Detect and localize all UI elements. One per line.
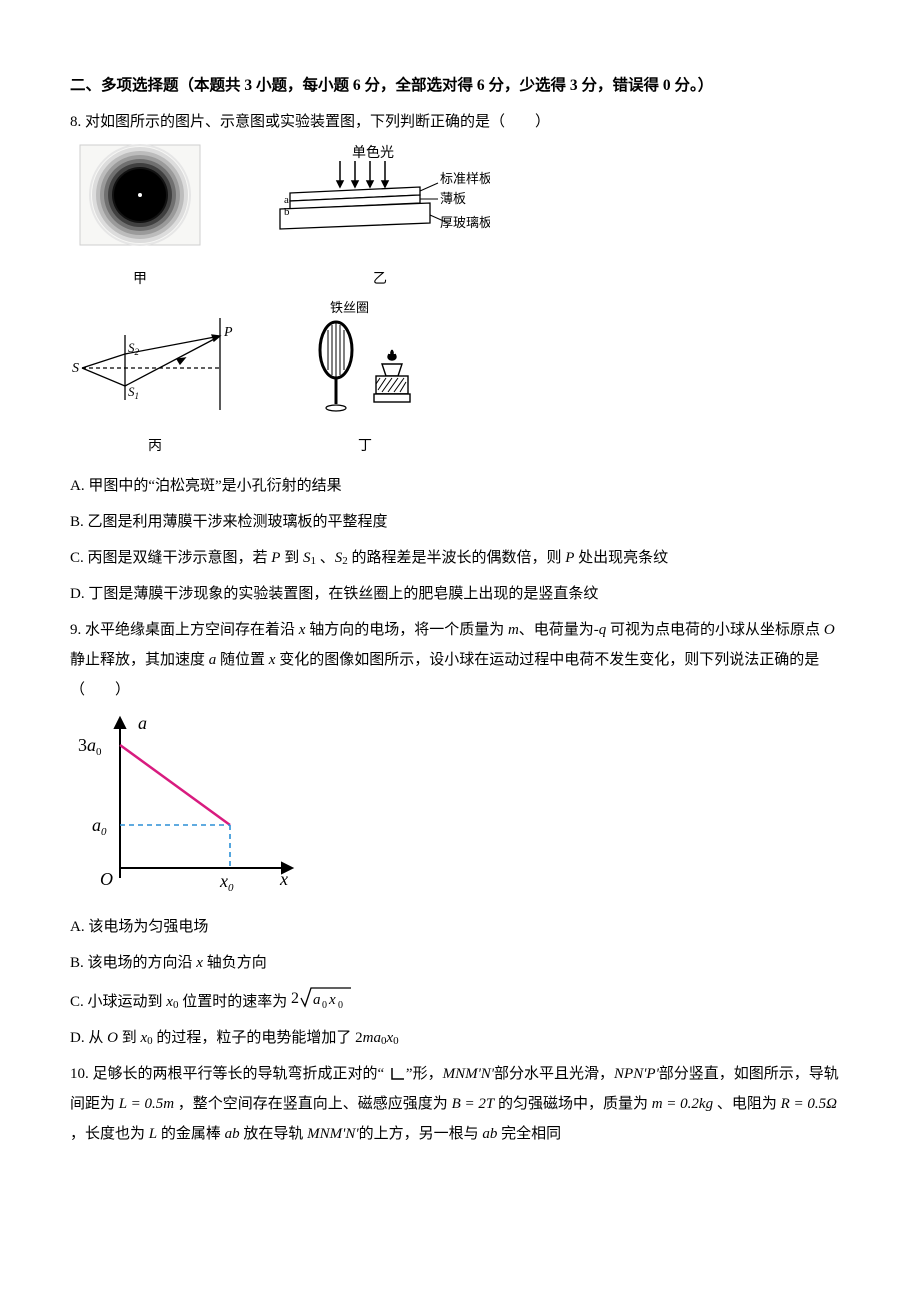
q9s4: 可视为点电荷的小球从坐标原点: [606, 622, 824, 638]
q8-dia-row-1: 甲 单色光: [70, 143, 850, 294]
q8-opt-a: A. 甲图中的“泊松亮斑”是小孔衍射的结果: [70, 471, 850, 501]
bing-S: S: [72, 361, 79, 376]
q10-l2b: ，长度也为: [70, 1126, 149, 1142]
angle-shape-icon: [388, 1066, 406, 1082]
svg-text:0: 0: [338, 1000, 343, 1010]
q10-stem: 10. 足够长的两根平行等长的导轨弯折成正对的“ ”形，MNM'N'部分水平且光…: [70, 1059, 850, 1149]
svg-text:2: 2: [291, 990, 299, 1007]
q10-l1a: 10. 足够长的两根平行等长的导轨弯折成正对的“: [70, 1066, 388, 1082]
q9-stem: 9. 水平绝缘桌面上方空间存在着沿 x 轴方向的电场，将一个质量为 m、电荷量为…: [70, 615, 850, 705]
q8c-post: 处出现亮条纹: [574, 550, 668, 566]
q8-dia-bing: S S2 S1 P 丙: [70, 310, 240, 461]
q8-dia-jia: 甲: [70, 143, 210, 294]
yi-a: a: [284, 194, 289, 206]
bing-S2: S2: [128, 340, 140, 357]
q9c-mid: 位置时的速率为: [178, 994, 291, 1010]
q8-dia-row-2: S S2 S1 P 丙 铁丝圈: [70, 300, 850, 461]
q8c-m1: 到: [280, 550, 303, 566]
q9-x0: x0: [219, 871, 234, 893]
poisson-spot-icon: [70, 143, 210, 253]
q10-l1c: 部分水平且光滑，: [494, 1066, 614, 1082]
q8-opt-d: D. 丁图是薄膜干涉现象的实验装置图，在铁丝圈上的肥皂膜上出现的是竖直条纹: [70, 579, 850, 609]
ax-graph-icon: a x 3a0 a0 O x0: [70, 713, 300, 893]
yi-bobian: 薄板: [440, 191, 466, 206]
q9s6: 随位置: [216, 652, 269, 668]
q9-opt-b: B. 该电场的方向沿 x 轴负方向: [70, 948, 850, 978]
q9b-x: x: [196, 955, 203, 971]
q10-Lvar: L: [149, 1126, 157, 1142]
q8-opt-b: B. 乙图是利用薄膜干涉来检测玻璃板的平整程度: [70, 507, 850, 537]
q9-chart: a x 3a0 a0 O x0: [70, 713, 850, 904]
q9-opt-a: A. 该电场为匀强电场: [70, 912, 850, 942]
q10-l2a: 、电阻为: [713, 1096, 781, 1112]
q8-dia-yi: 单色光 a b: [270, 143, 490, 294]
q8-label-ding: 丁: [300, 433, 430, 461]
q9-O2: O: [100, 869, 113, 889]
q10-l2d: 放在导轨: [240, 1126, 308, 1142]
sqrt-icon: 2 a 0 x 0: [291, 984, 353, 1010]
section-title: 二、多项选择题（本题共 3 小题，每小题 6 分，全部选对得 6 分，少选得 3…: [70, 70, 850, 101]
q10-l2e: 的上方，另一根与: [359, 1126, 483, 1142]
q8-label-jia: 甲: [70, 266, 210, 294]
q9d-m2: 的过程，粒子的电势能增加了 2: [153, 1030, 363, 1046]
q9b-post: 轴负方向: [203, 955, 267, 971]
q9s3: 、电荷量为-: [519, 622, 599, 638]
q9b-pre: B. 该电场的方向沿: [70, 955, 196, 971]
soap-film-icon: 铁丝圈: [300, 300, 430, 420]
q8-diagrams: 甲 单色光: [70, 143, 850, 461]
q9d-m1: 到: [118, 1030, 141, 1046]
q8c-pre: C. 丙图是双缝干涉示意图，若: [70, 550, 271, 566]
q10-m: m = 0.2kg: [652, 1096, 713, 1112]
q9s2: 轴方向的电场，将一个质量为: [305, 622, 508, 638]
ding-tiesi: 铁丝圈: [330, 300, 369, 315]
svg-text:0: 0: [322, 1000, 327, 1010]
bing-P: P: [223, 325, 233, 340]
bing-S1: S1: [128, 384, 139, 401]
q10-l2c: 的金属棒: [157, 1126, 225, 1142]
q9s5: 静止释放，其加速度: [70, 652, 209, 668]
q10-l1f: 的匀强磁场中，质量为: [494, 1096, 648, 1112]
thin-film-setup-icon: 单色光 a b: [270, 143, 490, 253]
q8-label-bing: 丙: [70, 433, 240, 461]
q10-mnmn2: MNM'N': [307, 1126, 358, 1142]
svg-text:x: x: [328, 992, 336, 1008]
q8c-m2: 、: [316, 550, 335, 566]
yi-top-label: 单色光: [352, 144, 394, 161]
q9c-pre: C. 小球运动到: [70, 994, 166, 1010]
q10-B: B = 2T: [452, 1096, 495, 1112]
yi-houboli: 厚玻璃板: [440, 215, 490, 230]
q9s1: 9. 水平绝缘桌面上方空间存在着沿: [70, 622, 299, 638]
q9-opt-d: D. 从 O 到 x0 的过程，粒子的电势能增加了 2ma0x0: [70, 1023, 850, 1053]
q10-ab1: ab: [225, 1126, 240, 1142]
q10-L: L = 0.5m: [119, 1096, 174, 1112]
q9-axis-x: x: [279, 869, 288, 889]
q10-R: R = 0.5Ω: [781, 1096, 837, 1112]
yi-biaozhun: 标准样板: [440, 171, 490, 186]
q8c-m3: 的路程差是半波长的偶数倍，则: [348, 550, 566, 566]
q10-ab2: ab: [482, 1126, 497, 1142]
q10-npnp: NPN'P': [614, 1066, 659, 1082]
q9-opt-c: C. 小球运动到 x0 位置时的速率为 2 a 0 x 0: [70, 984, 850, 1017]
q10-l2f: 完全相同: [497, 1126, 561, 1142]
q10-mnmn: MNM'N': [443, 1066, 494, 1082]
q8-label-yi: 乙: [270, 266, 490, 294]
q10-l1e: ，整个空间存在竖直向上、磁感应强度为: [174, 1096, 452, 1112]
svg-text:a: a: [313, 992, 321, 1008]
yi-b: b: [284, 206, 290, 218]
q8-dia-ding: 铁丝圈: [300, 300, 430, 461]
q10-l1b: ”形，: [406, 1066, 443, 1082]
q9-a0: a0: [92, 815, 107, 838]
q8-opt-c: C. 丙图是双缝干涉示意图，若 P 到 S1 、S2 的路程差是半波长的偶数倍，…: [70, 543, 850, 573]
q9-3a0: 3a0: [78, 735, 102, 758]
q9-O: O: [824, 622, 835, 638]
q9d-pre: D. 从: [70, 1030, 107, 1046]
q9-m: m: [508, 622, 519, 638]
double-slit-icon: S S2 S1 P: [70, 310, 240, 420]
q9-axis-a: a: [138, 713, 147, 733]
q8-stem: 8. 对如图所示的图片、示意图或实验装置图，下列判断正确的是（ ）: [70, 107, 850, 137]
